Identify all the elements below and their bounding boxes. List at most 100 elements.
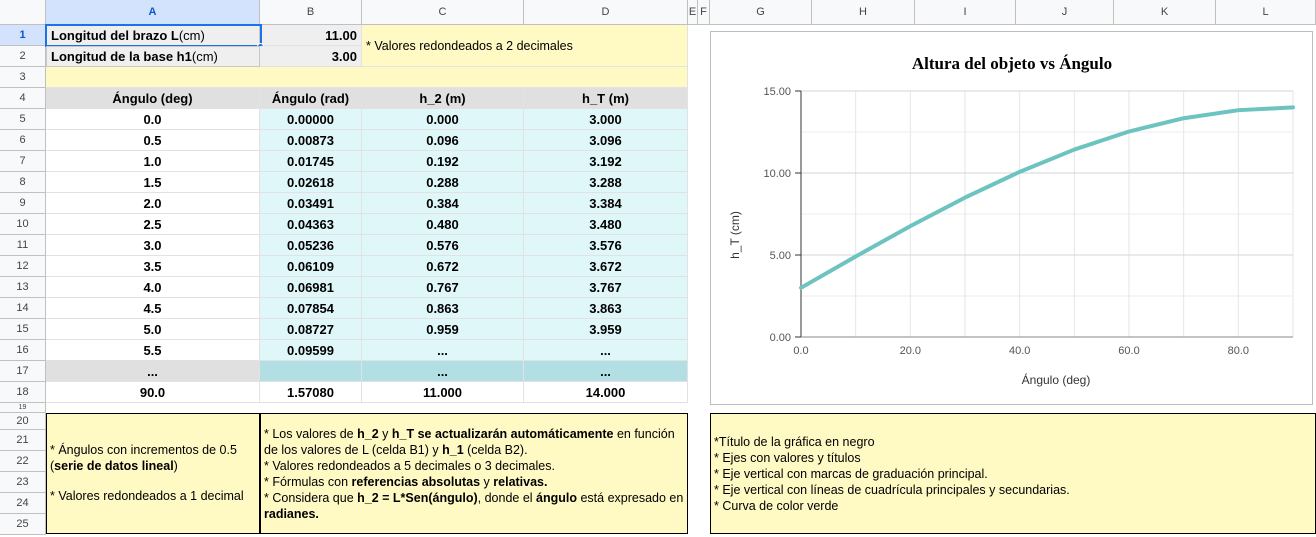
table-ellipsis-cell[interactable]: ... [46, 361, 260, 382]
table-cell[interactable]: 0.192 [362, 151, 524, 172]
table-cell[interactable]: 0.04363 [260, 214, 362, 235]
table-cell[interactable]: 0.06981 [260, 277, 362, 298]
row-header-25[interactable]: 25 [0, 514, 46, 535]
table-cell[interactable]: 3.5 [46, 256, 260, 277]
table-header-cell[interactable]: Ángulo (rad) [260, 88, 362, 109]
note-angles[interactable]: * Ángulos con incrementos de 0.5 (serie … [46, 413, 260, 534]
table-header-cell[interactable]: h_T (m) [524, 88, 688, 109]
column-header-l[interactable]: L [1216, 0, 1316, 25]
column-header-a[interactable]: A [46, 0, 260, 25]
table-cell[interactable]: 3.288 [524, 172, 688, 193]
row-header-4[interactable]: 4 [0, 88, 46, 109]
column-header-h[interactable]: H [812, 0, 915, 25]
note-formulas[interactable]: * Los valores de h_2 y h_T se actualizar… [260, 413, 688, 534]
select-all-corner[interactable] [0, 0, 46, 25]
table-cell[interactable]: 5.0 [46, 319, 260, 340]
row-header-5[interactable]: 5 [0, 109, 46, 130]
base-length-label[interactable]: Longitud de la base h1 (cm) [46, 46, 260, 67]
row-header-15[interactable]: 15 [0, 319, 46, 340]
column-header-g[interactable]: G [710, 0, 812, 25]
row-header-8[interactable]: 8 [0, 172, 46, 193]
chart-container[interactable]: Altura del objeto vs Ángulo 0.00 5.00 10.0… [710, 31, 1313, 405]
table-cell[interactable]: 3.959 [524, 319, 688, 340]
column-header-i[interactable]: I [915, 0, 1016, 25]
table-cell[interactable]: 0.959 [362, 319, 524, 340]
table-cell[interactable]: ... [362, 340, 524, 361]
table-cell[interactable]: 5.5 [46, 340, 260, 361]
row-header-20[interactable]: 20 [0, 413, 46, 430]
table-cell[interactable]: 0.0 [46, 109, 260, 130]
table-cell[interactable]: 0.5 [46, 130, 260, 151]
table-cell[interactable]: 0.384 [362, 193, 524, 214]
table-cell[interactable]: 0.767 [362, 277, 524, 298]
table-header-cell[interactable]: h_2 (m) [362, 88, 524, 109]
table-cell[interactable]: 0.08727 [260, 319, 362, 340]
table-cell[interactable]: 4.5 [46, 298, 260, 319]
row-header-13[interactable]: 13 [0, 277, 46, 298]
row-header-14[interactable]: 14 [0, 298, 46, 319]
row-header-18[interactable]: 18 [0, 382, 46, 403]
table-ellipsis-cell[interactable] [260, 361, 362, 382]
table-cell[interactable]: 0.096 [362, 130, 524, 151]
row-header-11[interactable]: 11 [0, 235, 46, 256]
base-length-value[interactable]: 3.00 [260, 46, 362, 67]
table-cell[interactable]: 3.096 [524, 130, 688, 151]
table-cell[interactable]: 0.00000 [260, 109, 362, 130]
table-cell[interactable]: 3.192 [524, 151, 688, 172]
table-cell[interactable]: 3.863 [524, 298, 688, 319]
table-cell[interactable]: 90.0 [46, 382, 260, 403]
table-cell[interactable]: ... [524, 340, 688, 361]
column-header-c[interactable]: C [362, 0, 524, 25]
row-header-1[interactable]: 1 [0, 25, 46, 46]
table-cell[interactable]: 0.02618 [260, 172, 362, 193]
table-cell[interactable]: 0.000 [362, 109, 524, 130]
column-header-b[interactable]: B [260, 0, 362, 25]
row-header-12[interactable]: 12 [0, 256, 46, 277]
table-cell[interactable]: 2.0 [46, 193, 260, 214]
table-cell[interactable]: 3.480 [524, 214, 688, 235]
column-header-j[interactable]: J [1016, 0, 1114, 25]
row-header-10[interactable]: 10 [0, 214, 46, 235]
row-header-3[interactable]: 3 [0, 67, 46, 88]
row-header-21[interactable]: 21 [0, 430, 46, 451]
table-cell[interactable]: 0.01745 [260, 151, 362, 172]
table-cell[interactable]: 0.00873 [260, 130, 362, 151]
table-cell[interactable]: 11.000 [362, 382, 524, 403]
table-cell[interactable]: 0.09599 [260, 340, 362, 361]
table-cell[interactable]: 1.57080 [260, 382, 362, 403]
table-header-cell[interactable]: Ángulo (deg) [46, 88, 260, 109]
table-cell[interactable]: 4.0 [46, 277, 260, 298]
row-header-16[interactable]: 16 [0, 340, 46, 361]
row-header-7[interactable]: 7 [0, 151, 46, 172]
table-cell[interactable]: 0.288 [362, 172, 524, 193]
row-header-19[interactable]: 19 [0, 403, 46, 413]
row-header-23[interactable]: 23 [0, 472, 46, 493]
arm-length-label[interactable]: Longitud del brazo L (cm) [46, 25, 260, 46]
table-cell[interactable]: 3.767 [524, 277, 688, 298]
table-cell[interactable]: 0.06109 [260, 256, 362, 277]
row-header-17[interactable]: 17 [0, 361, 46, 382]
table-cell[interactable]: 2.5 [46, 214, 260, 235]
column-header-d[interactable]: D [524, 0, 688, 25]
table-cell[interactable]: 0.480 [362, 214, 524, 235]
table-cell[interactable]: 0.05236 [260, 235, 362, 256]
table-ellipsis-cell[interactable]: ... [362, 361, 524, 382]
table-ellipsis-cell[interactable]: ... [524, 361, 688, 382]
column-header-f[interactable]: F [698, 0, 710, 25]
row-header-2[interactable]: 2 [0, 46, 46, 67]
table-cell[interactable]: 0.03491 [260, 193, 362, 214]
rounding-note[interactable]: * Valores redondeados a 2 decimales [362, 25, 688, 67]
table-cell[interactable]: 3.000 [524, 109, 688, 130]
table-cell[interactable]: 0.863 [362, 298, 524, 319]
note-chart-requirements[interactable]: *Título de la gráfica en negro * Ejes co… [710, 413, 1316, 534]
table-cell[interactable]: 3.576 [524, 235, 688, 256]
table-cell[interactable]: 0.672 [362, 256, 524, 277]
row-header-22[interactable]: 22 [0, 451, 46, 472]
table-cell[interactable]: 3.0 [46, 235, 260, 256]
table-cell[interactable]: 1.0 [46, 151, 260, 172]
table-cell[interactable]: 1.5 [46, 172, 260, 193]
arm-length-value[interactable]: 11.00 [260, 25, 362, 46]
column-header-k[interactable]: K [1114, 0, 1216, 25]
row-header-6[interactable]: 6 [0, 130, 46, 151]
table-cell[interactable]: 0.07854 [260, 298, 362, 319]
